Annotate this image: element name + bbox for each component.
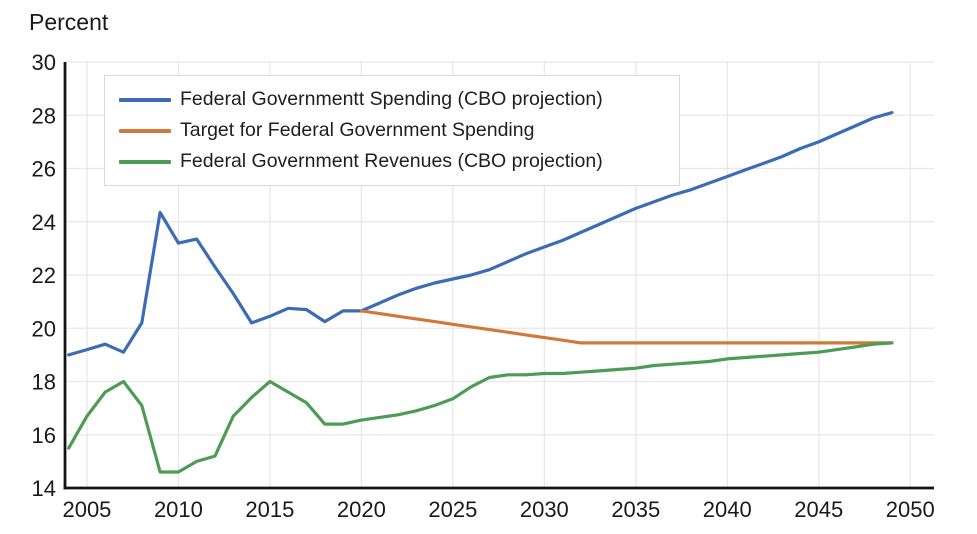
legend-label: Target for Federal Government Spending: [180, 119, 535, 141]
y-tick-label: 26: [32, 157, 56, 182]
y-tick-label: 20: [32, 316, 56, 341]
legend-item-2: Federal Government Revenues (CBO project…: [119, 150, 679, 173]
x-tick-label: 2025: [428, 497, 477, 522]
y-tick-label: 16: [32, 423, 56, 448]
x-tick-label: 2040: [703, 497, 752, 522]
x-tick-label: 2005: [62, 497, 111, 522]
y-tick-label: 24: [32, 210, 56, 235]
y-tick-label: 14: [32, 476, 56, 501]
x-tick-label: 2035: [611, 497, 660, 522]
legend-label: Federal Government Revenues (CBO project…: [180, 150, 603, 172]
legend-item-1: Target for Federal Government Spending: [119, 119, 679, 142]
x-tick-label: 2050: [886, 497, 935, 522]
y-tick-label: 30: [32, 50, 56, 75]
y-tick-label: 22: [32, 263, 56, 288]
legend-line-swatch: [119, 128, 171, 133]
y-axis-title: Percent: [29, 9, 109, 35]
legend: Federal Governmentt Spending (CBO projec…: [104, 75, 680, 186]
series-line-0: [67, 110, 894, 357]
y-tick-label: 18: [32, 370, 56, 395]
series-line-2: [67, 341, 894, 474]
x-tick-label: 2015: [245, 497, 294, 522]
series-line-1: [359, 309, 894, 345]
legend-item-0: Federal Governmentt Spending (CBO projec…: [119, 88, 679, 111]
x-tick-label: 2010: [154, 497, 203, 522]
x-tick-label: 2020: [337, 497, 386, 522]
legend-line-swatch: [119, 159, 171, 164]
x-tick-label: 2030: [520, 497, 569, 522]
y-tick-label: 28: [32, 103, 56, 128]
legend-line-swatch: [119, 97, 171, 102]
legend-label: Federal Governmentt Spending (CBO projec…: [180, 88, 603, 110]
x-tick-label: 2045: [794, 497, 843, 522]
